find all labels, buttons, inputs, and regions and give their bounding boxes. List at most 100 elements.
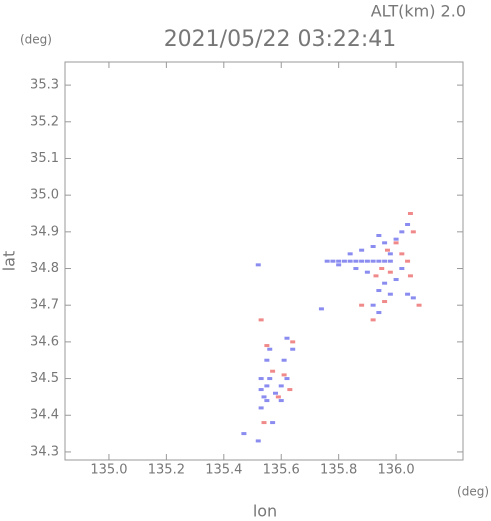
x-tick-label: 135.6 bbox=[263, 463, 300, 478]
y-tick-label: 35.1 bbox=[30, 151, 59, 166]
echo-point bbox=[278, 384, 284, 388]
echo-point bbox=[405, 259, 411, 263]
echo-point bbox=[410, 230, 416, 234]
echo-point bbox=[379, 267, 385, 271]
echo-point bbox=[261, 421, 267, 425]
echo-point bbox=[364, 270, 370, 274]
echo-point bbox=[384, 248, 390, 252]
chart-title: 2021/05/22 03:22:41 bbox=[164, 27, 397, 52]
y-unit: (deg) bbox=[20, 33, 52, 47]
echo-point bbox=[241, 432, 247, 436]
echo-point bbox=[382, 241, 388, 245]
echo-point bbox=[270, 369, 276, 373]
echo-point bbox=[393, 278, 399, 282]
echo-point bbox=[359, 259, 365, 263]
echo-point bbox=[264, 384, 270, 388]
y-tick-label: 34.6 bbox=[30, 334, 59, 349]
y-tick-label: 34.8 bbox=[30, 261, 59, 276]
echo-point bbox=[393, 241, 399, 245]
echo-point bbox=[318, 307, 324, 311]
echo-point bbox=[373, 274, 379, 278]
echo-point bbox=[410, 296, 416, 300]
echo-point bbox=[405, 292, 411, 296]
echo-point bbox=[382, 300, 388, 304]
echo-point bbox=[382, 259, 388, 263]
echo-point bbox=[281, 358, 287, 362]
echo-point bbox=[382, 281, 388, 285]
echo-point bbox=[324, 259, 330, 263]
echo-point bbox=[416, 303, 422, 307]
echo-point bbox=[370, 318, 376, 322]
echo-point bbox=[281, 373, 287, 377]
echo-point bbox=[407, 274, 413, 278]
echo-point bbox=[387, 292, 393, 296]
echo-point bbox=[290, 340, 296, 344]
echo-point bbox=[353, 267, 359, 271]
x-unit: (deg) bbox=[457, 485, 489, 499]
x-tick-label: 135.8 bbox=[320, 463, 357, 478]
echo-point bbox=[270, 421, 276, 425]
echo-point bbox=[399, 230, 405, 234]
echo-point bbox=[376, 289, 382, 293]
echo-point bbox=[258, 318, 264, 322]
echo-point bbox=[353, 259, 359, 263]
echo-point bbox=[330, 259, 336, 263]
y-tick-label: 34.3 bbox=[30, 444, 59, 459]
x-tick-label: 135.2 bbox=[148, 463, 185, 478]
y-tick-label: 34.4 bbox=[30, 408, 59, 423]
echo-point bbox=[370, 303, 376, 307]
y-tick-label: 35.0 bbox=[30, 188, 59, 203]
echo-point bbox=[258, 377, 264, 381]
echo-point bbox=[258, 406, 264, 410]
echo-point bbox=[399, 252, 405, 256]
echo-point bbox=[284, 377, 290, 381]
y-tick-label: 35.2 bbox=[30, 114, 59, 129]
x-tick-label: 135.0 bbox=[90, 463, 127, 478]
echo-point bbox=[359, 248, 365, 252]
echo-point bbox=[370, 245, 376, 249]
echo-point bbox=[364, 259, 370, 263]
echo-point bbox=[359, 303, 365, 307]
echo-point bbox=[278, 399, 284, 403]
echo-point bbox=[393, 237, 399, 241]
echo-point bbox=[376, 259, 382, 263]
echo-point bbox=[336, 263, 342, 267]
echo-point bbox=[264, 344, 270, 348]
echo-point bbox=[261, 395, 267, 399]
y-tick-label: 34.9 bbox=[30, 224, 59, 239]
echo-point bbox=[290, 347, 296, 351]
echo-point bbox=[347, 252, 353, 256]
echo-point bbox=[272, 391, 278, 395]
echo-point bbox=[284, 336, 290, 340]
y-axis-label: lat bbox=[0, 251, 19, 272]
echo-point bbox=[287, 388, 293, 392]
echo-point bbox=[267, 347, 273, 351]
x-tick-label: 135.4 bbox=[205, 463, 242, 478]
echo-point bbox=[387, 252, 393, 256]
x-tick-label: 136.0 bbox=[377, 463, 414, 478]
echo-point bbox=[405, 223, 411, 227]
echo-point bbox=[370, 259, 376, 263]
y-tick-label: 35.3 bbox=[30, 78, 59, 93]
echo-point bbox=[407, 211, 413, 215]
echo-point bbox=[267, 377, 273, 381]
echo-point bbox=[376, 311, 382, 315]
echo-point bbox=[336, 259, 342, 263]
x-axis-label: lon bbox=[253, 502, 277, 521]
echo-point bbox=[255, 439, 261, 443]
y-tick-label: 34.5 bbox=[30, 371, 59, 386]
echo-point bbox=[387, 270, 393, 274]
echo-point bbox=[399, 267, 405, 271]
echo-point bbox=[387, 259, 393, 263]
echo-point bbox=[347, 259, 353, 263]
altitude-label: ALT(km) 2.0 bbox=[371, 2, 466, 21]
echo-point bbox=[341, 259, 347, 263]
plot-frame bbox=[64, 61, 464, 461]
echo-point bbox=[264, 399, 270, 403]
echo-point bbox=[258, 388, 264, 392]
echo-point bbox=[264, 358, 270, 362]
echo-point bbox=[275, 395, 281, 399]
echo-point bbox=[255, 263, 261, 267]
echo-point bbox=[376, 234, 382, 238]
y-tick-label: 34.7 bbox=[30, 298, 59, 313]
